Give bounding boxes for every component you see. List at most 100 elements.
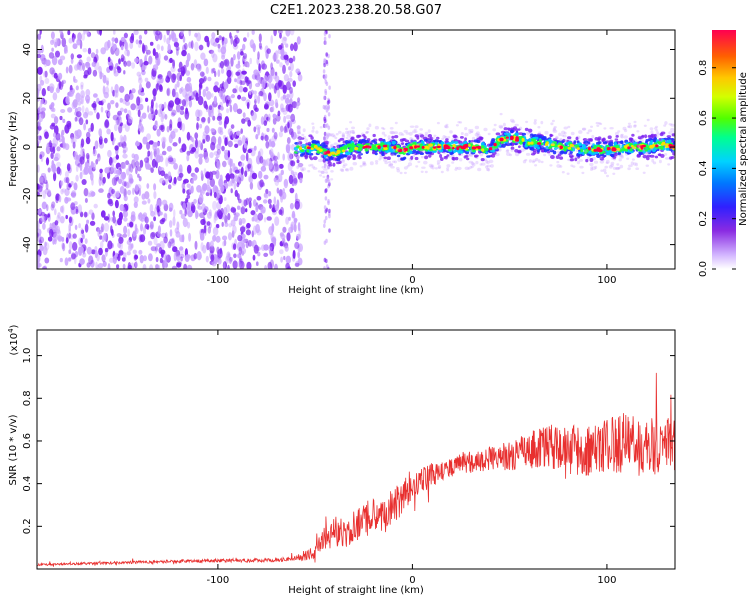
noise-speckle	[135, 39, 139, 45]
ridge-cell	[486, 155, 491, 158]
noise-speckle	[126, 49, 130, 57]
noise-speckle	[135, 166, 138, 175]
ridge-cell	[403, 129, 408, 133]
ridge-cell	[646, 156, 650, 161]
halo-speckle	[590, 125, 593, 128]
noise-speckle	[274, 216, 280, 226]
ridge-cell	[318, 158, 323, 163]
noise-speckle	[224, 137, 228, 147]
halo-speckle	[566, 172, 570, 175]
noise-speckle	[240, 166, 244, 175]
noise-speckle	[115, 146, 119, 156]
ridge-cell	[596, 149, 600, 152]
halo-speckle	[584, 150, 588, 153]
ridge-cell	[510, 146, 515, 150]
noise-speckle	[99, 235, 103, 240]
ridge-cell	[358, 143, 363, 148]
noise-speckle	[48, 52, 55, 59]
noise-speckle	[242, 53, 248, 59]
noise-speckle	[181, 143, 187, 153]
noise-speckle	[286, 93, 290, 99]
halo-speckle	[341, 134, 345, 137]
noise-speckle	[255, 223, 260, 234]
noise-speckle	[85, 152, 90, 160]
ridge-cell	[505, 136, 509, 140]
noise-speckle	[289, 187, 295, 194]
noise-speckle	[160, 45, 164, 52]
noise-speckle	[147, 105, 150, 113]
y-tick-label: 0.8	[22, 390, 33, 406]
noise-speckle	[139, 234, 146, 243]
noise-speckle	[280, 195, 283, 203]
noise-speckle	[61, 242, 65, 250]
halo-speckle	[620, 133, 624, 137]
stray-speckle	[328, 228, 331, 233]
noise-speckle	[37, 220, 40, 231]
ridge-cell	[650, 130, 654, 135]
ridge-cell	[652, 161, 657, 165]
halo-speckle	[308, 164, 312, 167]
noise-speckle	[79, 211, 84, 218]
noise-speckle	[178, 164, 183, 173]
noise-speckle	[83, 188, 89, 197]
noise-speckle	[230, 124, 235, 129]
noise-speckle	[294, 200, 300, 210]
noise-speckle	[57, 212, 61, 219]
ridge-cell	[409, 137, 413, 141]
ridge-cell	[310, 136, 314, 140]
x-tick-label: 100	[597, 575, 616, 586]
ridge-cell	[617, 167, 621, 170]
ridge-cell	[374, 125, 379, 130]
halo-speckle	[543, 153, 547, 157]
noise-speckle	[295, 68, 301, 74]
ridge-cell	[414, 134, 419, 138]
ridge-cell	[322, 158, 326, 163]
noise-speckle	[98, 188, 104, 193]
ridge-cell	[476, 133, 481, 137]
noise-speckle	[185, 59, 189, 68]
ridge-cell	[586, 141, 591, 145]
ridge-cell	[311, 165, 316, 169]
noise-speckle	[253, 213, 259, 222]
noise-speckle	[240, 128, 243, 135]
ridge-cell	[499, 125, 503, 129]
noise-speckle	[88, 255, 94, 265]
ridge-cell	[351, 126, 355, 130]
noise-speckle	[171, 109, 177, 116]
ridge-cell	[552, 129, 558, 133]
noise-speckle	[258, 90, 264, 97]
noise-speckle	[66, 182, 71, 191]
noise-speckle	[64, 48, 68, 54]
noise-speckle	[138, 212, 143, 218]
noise-speckle	[171, 265, 177, 269]
noise-speckle	[294, 262, 300, 267]
ridge-cell	[310, 147, 314, 151]
ridge-cell	[323, 137, 329, 141]
ridge-cell	[470, 161, 475, 166]
ridge-cell	[349, 130, 355, 134]
noise-speckle	[126, 240, 132, 245]
noise-speckle	[94, 246, 98, 252]
ridge-cell	[649, 127, 654, 131]
ridge-cell	[412, 130, 416, 134]
noise-speckle	[138, 34, 142, 41]
noise-speckle	[270, 140, 276, 148]
noise-speckle	[82, 233, 85, 240]
ridge-cell	[610, 161, 615, 165]
ridge-cell	[362, 162, 366, 166]
noise-speckle	[234, 34, 239, 40]
ridge-cell	[338, 130, 342, 134]
noise-speckle	[296, 233, 301, 240]
noise-speckle	[54, 153, 59, 158]
ridge-cell	[553, 144, 559, 148]
noise-speckle	[294, 192, 298, 202]
noise-speckle	[265, 141, 270, 149]
noise-speckle	[132, 249, 137, 255]
ridge-cell	[294, 151, 298, 154]
noise-speckle	[257, 251, 261, 257]
noise-speckle	[57, 235, 63, 242]
noise-speckle	[49, 67, 55, 75]
noise-speckle	[203, 148, 207, 153]
noise-speckle	[168, 157, 174, 163]
noise-speckle	[146, 225, 150, 230]
